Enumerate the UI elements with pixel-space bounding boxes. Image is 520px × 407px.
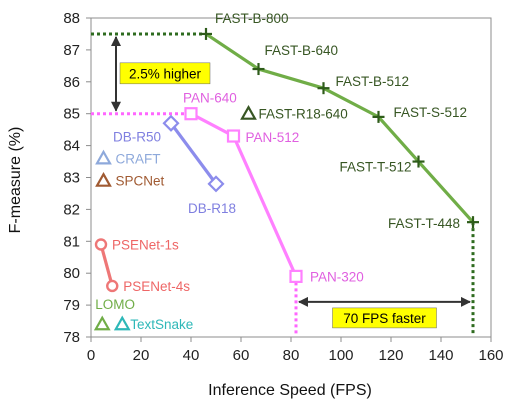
- series-craft: [95, 149, 112, 165]
- y-tick-label: 88: [63, 10, 80, 27]
- data-point: [467, 216, 479, 229]
- x-tick-label: 40: [183, 347, 200, 364]
- data-point: [289, 269, 303, 283]
- data-point: [162, 114, 180, 132]
- point-label-lomo: LOMO: [95, 297, 135, 312]
- annotation-faster-text: 70 FPS faster: [343, 311, 426, 326]
- y-tick-label: 78: [63, 329, 80, 346]
- point-label-fast-b-512: FAST-B-512: [336, 74, 410, 89]
- x-tick-label: 160: [478, 347, 503, 364]
- data-point: [95, 149, 112, 165]
- series-textsnake: [113, 315, 131, 331]
- data-point: [372, 110, 385, 123]
- data-point: [200, 27, 212, 40]
- data-point: [412, 155, 425, 168]
- y-tick-label: 79: [63, 297, 80, 314]
- point-label-pan-320: PAN-320: [310, 269, 364, 284]
- series-pan: [184, 107, 303, 283]
- data-point: [207, 175, 225, 193]
- point-label-psenet-4s: PSENet-4s: [123, 279, 190, 294]
- data-point: [93, 315, 111, 331]
- point-label-db-r50: DB-R50: [113, 129, 161, 144]
- series-fast: [200, 27, 479, 229]
- point-label-psenet-1s: PSENet-1s: [112, 237, 179, 252]
- point-label-pan-512: PAN-512: [246, 130, 300, 145]
- data-point: [226, 129, 241, 143]
- series-line: [99, 244, 114, 287]
- series-layer: [93, 27, 479, 331]
- data-point: [184, 107, 198, 121]
- y-tick-label: 87: [63, 42, 80, 59]
- x-tick-label: 140: [428, 347, 453, 364]
- series-spcnet: [95, 171, 112, 187]
- annotation-higher-text: 2.5% higher: [129, 66, 202, 81]
- data-point: [240, 104, 257, 120]
- x-tick-label: 80: [283, 347, 300, 364]
- guides: [91, 32, 475, 334]
- y-tick-label: 83: [63, 170, 80, 187]
- x-tick-label: 60: [233, 347, 250, 364]
- data-point: [113, 315, 131, 331]
- series-line: [205, 32, 475, 224]
- annotation-layer: 2.5% higher 70 FPS faster: [111, 35, 471, 329]
- y-tick-label: 81: [63, 233, 80, 250]
- axes: 0 20 40 60 80 100 120 140 160 78 79 80 81 82 83 84 85 86 8…: [63, 10, 503, 364]
- data-point: [317, 82, 330, 95]
- point-label-fast-s-512: FAST-S-512: [394, 105, 468, 120]
- y-tick-label: 85: [63, 106, 80, 123]
- x-tick-label: 20: [133, 347, 150, 364]
- point-label-fast-t-448: FAST-T-448: [388, 216, 460, 231]
- point-label-fast-t-512: FAST-T-512: [339, 160, 411, 175]
- series-lomo: [93, 315, 111, 331]
- point-label-textsnake: TextSnake: [130, 317, 193, 332]
- point-label-fast-r18-640: FAST-R18-640: [259, 107, 348, 122]
- x-tick-label: 100: [328, 347, 353, 364]
- data-point: [95, 171, 112, 187]
- y-axis-label: F-measure (%): [7, 127, 24, 234]
- series-psenet: [94, 238, 119, 293]
- point-label-fast-b-640: FAST-B-640: [265, 43, 339, 58]
- data-point: [252, 63, 265, 76]
- point-label-craft: CRAFT: [116, 151, 161, 166]
- y-tick-label: 86: [63, 74, 80, 91]
- y-tick-label: 80: [63, 265, 80, 282]
- point-label-db-r18: DB-R18: [188, 201, 236, 216]
- x-tick-label: 120: [378, 347, 403, 364]
- point-label-spcnet: SPCNet: [116, 174, 165, 189]
- point-label-pan-640: PAN-640: [183, 91, 237, 106]
- series-r18-640: [240, 104, 257, 120]
- y-tick-label: 82: [63, 201, 80, 218]
- data-point: [94, 238, 108, 251]
- y-tick-label: 84: [63, 138, 80, 155]
- highlight-box-faster: [332, 307, 437, 329]
- series-db: [162, 114, 225, 193]
- point-label-fast-b-800: FAST-B-800: [215, 11, 289, 26]
- highlight-box-higher: [119, 62, 211, 85]
- point-labels: FAST-B-800 FAST-B-640 FAST-B-512 FAST-S-512…: [95, 11, 467, 332]
- x-axis-label: Inference Speed (FPS): [208, 382, 372, 399]
- series-line: [169, 122, 218, 185]
- x-tick-label: 0: [87, 347, 95, 364]
- data-point: [106, 279, 119, 293]
